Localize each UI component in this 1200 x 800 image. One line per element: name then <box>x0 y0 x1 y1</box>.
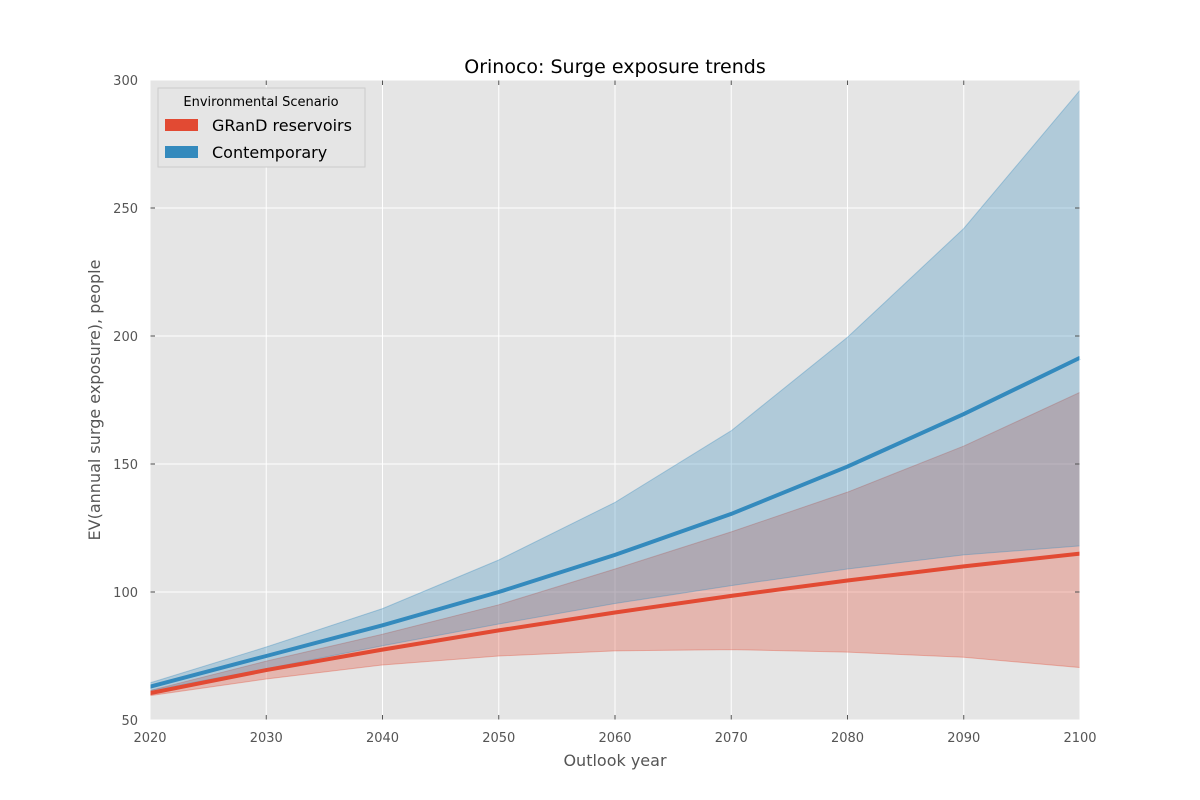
plot-frame <box>149 79 1081 721</box>
x-tick-label: 2080 <box>831 731 864 746</box>
x-tick-label: 2020 <box>133 731 166 746</box>
y-tick-label: 200 <box>113 330 138 345</box>
x-tick-label: 2040 <box>366 731 399 746</box>
chart-title: Orinoco: Surge exposure trends <box>464 56 765 78</box>
legend-label-contemporary: Contemporary <box>212 143 327 162</box>
y-tick-label: 50 <box>121 714 138 729</box>
x-tick-label: 2030 <box>250 731 283 746</box>
legend-swatch-grand-reservoirs <box>165 119 198 131</box>
axis-ticks: 2020 2030 2040 2050 2060 2070 2080 2090 2100 50 10… <box>113 74 1096 746</box>
x-tick-label: 2060 <box>598 731 631 746</box>
x-tick-label: 2070 <box>715 731 748 746</box>
legend-label-grand-reservoirs: GRanD reservoirs <box>212 116 352 135</box>
legend-title: Environmental Scenario <box>183 95 338 110</box>
y-tick-label: 250 <box>113 202 138 217</box>
y-axis-label: EV(annual surge exposure), people <box>85 260 104 541</box>
line-contemporary <box>149 355 1081 689</box>
x-tick-label: 2100 <box>1063 731 1096 746</box>
y-tick-label: 300 <box>113 74 138 89</box>
series-lines <box>149 355 1081 696</box>
x-tick-label: 2050 <box>482 731 515 746</box>
legend-swatch-contemporary <box>165 146 198 158</box>
x-axis-label: Outlook year <box>563 751 667 770</box>
line-grand-reservoirs <box>149 551 1081 696</box>
y-tick-label: 150 <box>113 458 138 473</box>
x-tick-label: 2090 <box>947 731 980 746</box>
legend: Environmental Scenario GRanD reservoirs … <box>157 87 366 168</box>
y-tick-label: 100 <box>113 586 138 601</box>
